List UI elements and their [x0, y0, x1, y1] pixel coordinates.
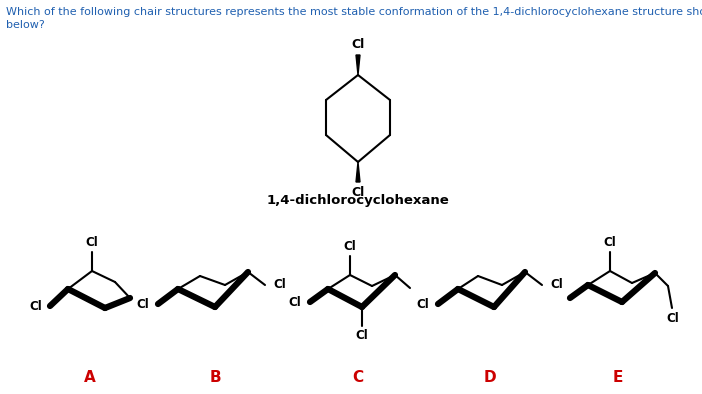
- Text: Cl: Cl: [352, 38, 364, 51]
- Text: A: A: [84, 370, 96, 385]
- Text: Cl: Cl: [356, 329, 369, 342]
- Text: Cl: Cl: [136, 297, 149, 310]
- Text: Cl: Cl: [550, 277, 563, 290]
- Polygon shape: [356, 55, 360, 75]
- Text: Cl: Cl: [352, 186, 364, 199]
- Text: Cl: Cl: [289, 296, 301, 309]
- Text: Which of the following chair structures represents the most stable conformation : Which of the following chair structures …: [6, 7, 702, 17]
- Polygon shape: [356, 162, 360, 182]
- Text: below?: below?: [6, 20, 45, 30]
- Text: Cl: Cl: [667, 312, 680, 325]
- Text: D: D: [484, 370, 496, 385]
- Text: E: E: [613, 370, 623, 385]
- Text: Cl: Cl: [273, 279, 286, 292]
- Text: Cl: Cl: [86, 236, 98, 249]
- Text: Cl: Cl: [343, 240, 357, 253]
- Text: B: B: [209, 370, 221, 385]
- Text: Cl: Cl: [416, 297, 429, 310]
- Text: 1,4-dichlorocyclohexane: 1,4-dichlorocyclohexane: [267, 193, 449, 206]
- Text: C: C: [352, 370, 364, 385]
- Text: Cl: Cl: [604, 236, 616, 249]
- Text: Cl: Cl: [29, 299, 42, 312]
